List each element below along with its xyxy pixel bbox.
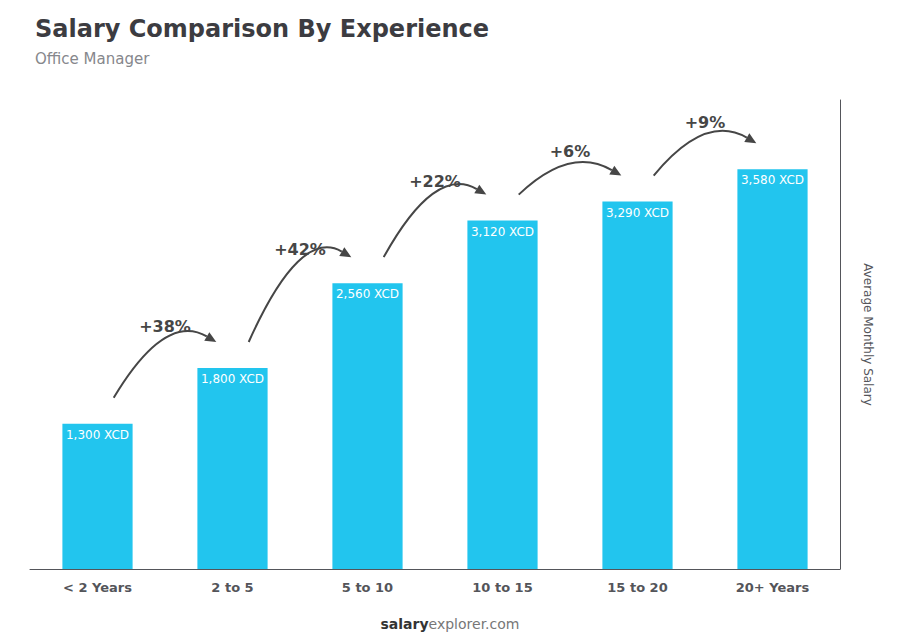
svg-text:salary: salary bbox=[381, 616, 429, 632]
svg-text:explorer.com: explorer.com bbox=[429, 616, 520, 632]
svg-text:3,290 XCD: 3,290 XCD bbox=[606, 206, 669, 220]
svg-text:Office Manager: Office Manager bbox=[35, 50, 150, 68]
svg-text:Salary Comparison By Experienc: Salary Comparison By Experience bbox=[35, 15, 489, 43]
svg-text:2,560 XCD: 2,560 XCD bbox=[336, 287, 399, 301]
svg-text:+22%: +22% bbox=[409, 172, 461, 191]
svg-text:10 to 15: 10 to 15 bbox=[472, 580, 532, 595]
svg-text:Average Monthly Salary: Average Monthly Salary bbox=[861, 263, 875, 406]
svg-text:3,580 XCD: 3,580 XCD bbox=[741, 173, 804, 187]
svg-text:5 to 10: 5 to 10 bbox=[342, 580, 393, 595]
svg-text:3,120 XCD: 3,120 XCD bbox=[471, 225, 534, 239]
svg-text:20+ Years: 20+ Years bbox=[736, 580, 810, 595]
svg-text:1,800 XCD: 1,800 XCD bbox=[201, 372, 264, 386]
svg-text:< 2 Years: < 2 Years bbox=[63, 580, 132, 595]
svg-text:15 to 20: 15 to 20 bbox=[607, 580, 667, 595]
svg-text:+6%: +6% bbox=[550, 142, 591, 161]
svg-text:1,300 XCD: 1,300 XCD bbox=[66, 428, 129, 442]
svg-text:+9%: +9% bbox=[685, 113, 726, 132]
svg-text:2 to 5: 2 to 5 bbox=[211, 580, 253, 595]
svg-text:+42%: +42% bbox=[274, 240, 326, 259]
svg-text:+38%: +38% bbox=[139, 317, 191, 336]
